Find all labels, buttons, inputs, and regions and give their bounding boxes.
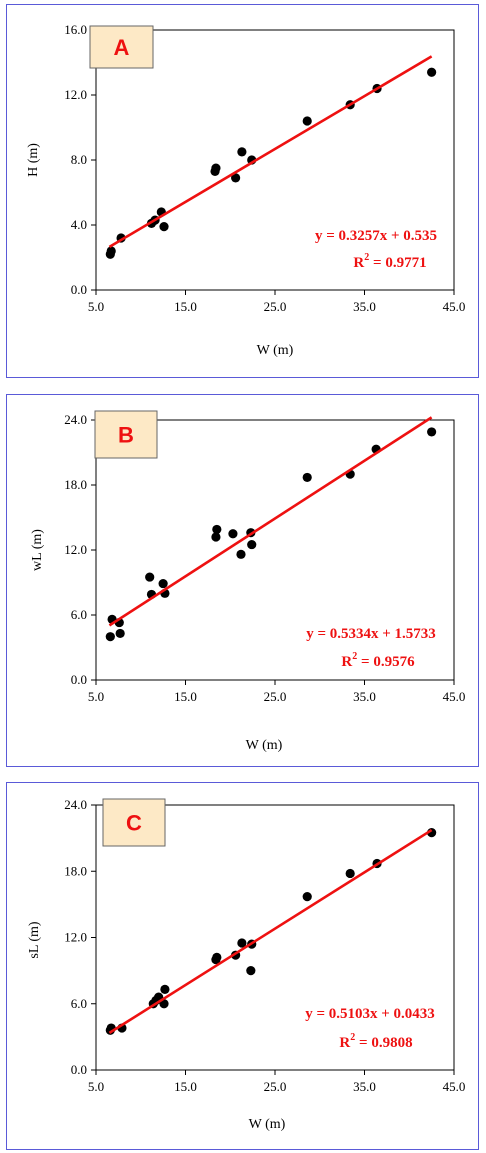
x-tick-label: 45.0: [443, 689, 466, 704]
x-tick-label: 45.0: [443, 299, 466, 314]
y-axis-label: wL (m): [30, 529, 45, 571]
trendline-equation: y = 0.3257x + 0.535: [315, 228, 437, 244]
trendline-equation: y = 0.5103x + 0.0433: [305, 1006, 435, 1022]
trendline: [108, 55, 433, 249]
y-axis-label: sL (m): [27, 921, 42, 959]
panel-badge-label: C: [126, 811, 142, 836]
x-tick-label: 5.0: [88, 689, 104, 704]
trendline-equation: y = 0.5334x + 1.5733: [306, 626, 436, 642]
data-point: [302, 472, 312, 483]
data-point: [345, 868, 355, 879]
chart-panel-a: 0.0 4.0 8.0 12.0 16.0 5.0 15.0 25.0 35.0 45.0 W (m…: [6, 4, 479, 378]
y-tick-label: 16.0: [64, 22, 87, 37]
x-tick-label: 25.0: [264, 1079, 287, 1094]
x-tick-label: 5.0: [88, 1079, 104, 1094]
panel-badge: [89, 25, 154, 69]
x-axis-label: W (m): [249, 1117, 286, 1132]
data-point: [231, 173, 241, 183]
x-tick-label: 15.0: [174, 1079, 197, 1094]
plot-area: [95, 29, 455, 291]
y-tick-label: 24.0: [64, 412, 87, 427]
y-tick-label: 12.0: [64, 542, 87, 557]
x-tick-label: 35.0: [353, 1079, 376, 1094]
y-tick-label: 6.0: [71, 996, 87, 1011]
y-tick-label: 0.0: [71, 1062, 87, 1077]
data-point: [160, 984, 170, 994]
x-axis-label: W (m): [257, 343, 294, 358]
data-point: [302, 116, 312, 126]
r-squared-label: R2 = 0.9771: [353, 252, 426, 271]
data-point: [158, 578, 168, 589]
y-tick-label: 0.0: [71, 282, 87, 297]
y-axis-label: H (m): [26, 143, 41, 177]
x-tick-label: 15.0: [174, 299, 197, 314]
data-point: [236, 549, 246, 559]
r-squared-label: R2 = 0.9576: [341, 651, 415, 670]
y-tick-label: 18.0: [64, 863, 87, 878]
x-tick-label: 25.0: [264, 299, 287, 314]
y-tick-label: 6.0: [71, 607, 87, 622]
data-point: [427, 67, 437, 77]
data-point: [145, 572, 155, 582]
y-tick-label: 12.0: [64, 87, 87, 102]
r-squared-label: R2 = 0.9808: [339, 1032, 412, 1051]
x-tick-label: 35.0: [353, 689, 376, 704]
trendline: [108, 828, 433, 1034]
chart-panel-c: 0.0 6.0 12.0 18.0 24.0 5.0 15.0 25.0 35.0 45.0 W (…: [6, 782, 479, 1150]
data-point: [212, 952, 222, 962]
x-tick-label: 25.0: [264, 689, 287, 704]
trendline: [108, 416, 433, 627]
chart-svg: 0.0 6.0 12.0 18.0 24.0 5.0 15.0 25.0 35.0 45.0 W (…: [30, 410, 466, 753]
x-tick-label: 15.0: [174, 689, 197, 704]
data-point: [247, 539, 257, 550]
data-point: [159, 222, 169, 232]
data-point: [228, 529, 238, 539]
chart-svg: 0.0 4.0 8.0 12.0 16.0 5.0 15.0 25.0 35.0 45.0 W (m…: [26, 22, 466, 358]
panel-badge: [102, 798, 166, 847]
data-point: [302, 892, 312, 902]
y-tick-label: 12.0: [64, 930, 87, 945]
data-point: [237, 938, 247, 948]
panel-badge: [94, 410, 158, 459]
data-point: [211, 532, 221, 542]
data-point: [115, 628, 125, 639]
data-point: [427, 427, 437, 437]
data-point: [106, 246, 116, 256]
data-point: [212, 524, 222, 535]
panel-badge-label: A: [114, 35, 130, 60]
data-point: [211, 163, 221, 173]
data-point: [246, 966, 256, 976]
panel-badge-label: B: [118, 423, 134, 448]
y-tick-label: 18.0: [64, 477, 87, 492]
x-axis-label: W (m): [246, 738, 283, 753]
y-tick-label: 0.0: [71, 672, 87, 687]
x-tick-label: 5.0: [88, 299, 104, 314]
data-point: [237, 147, 247, 157]
x-tick-label: 45.0: [443, 1079, 466, 1094]
x-tick-label: 35.0: [353, 299, 376, 314]
data-point: [105, 632, 115, 642]
chart-panel-b: 0.0 6.0 12.0 18.0 24.0 5.0 15.0 25.0 35.0 45.0 W (…: [6, 394, 479, 767]
y-tick-label: 4.0: [71, 217, 87, 232]
y-tick-label: 24.0: [64, 797, 87, 812]
y-tick-label: 8.0: [71, 152, 87, 167]
chart-svg: 0.0 6.0 12.0 18.0 24.0 5.0 15.0 25.0 35.0 45.0 W (…: [27, 797, 466, 1132]
